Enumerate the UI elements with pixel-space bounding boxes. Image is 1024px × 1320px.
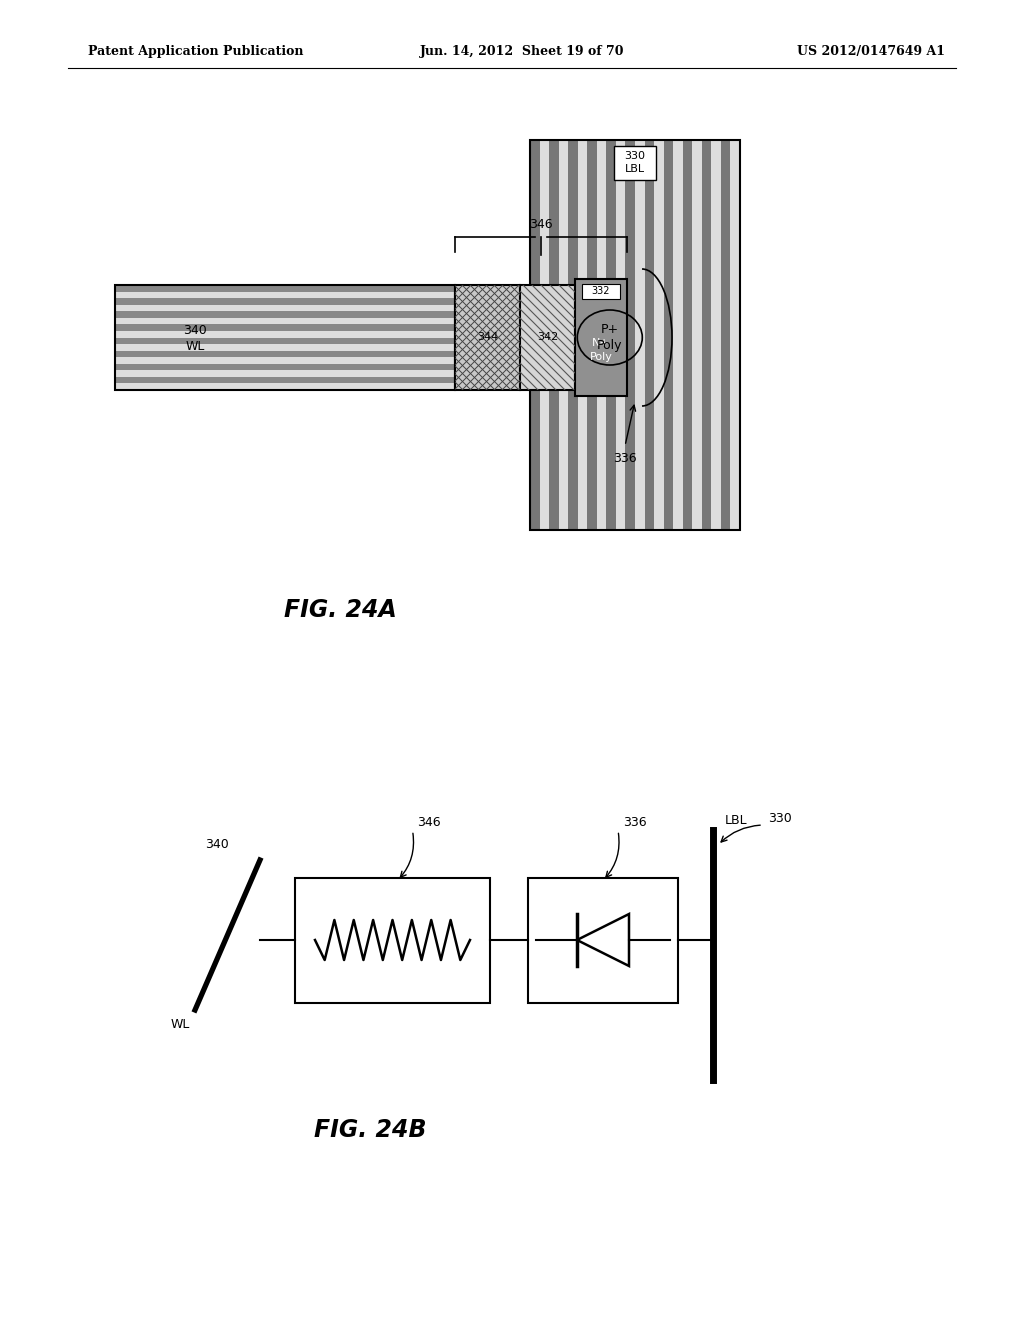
Bar [530, 140, 740, 531]
Text: 330: 330 [625, 150, 645, 161]
Bar [115, 358, 455, 364]
Bar [549, 140, 559, 531]
Bar [626, 140, 635, 531]
Bar [701, 140, 712, 531]
Bar [730, 140, 740, 531]
Bar [578, 140, 588, 531]
Bar [528, 878, 678, 1002]
Bar [635, 140, 644, 531]
Bar [115, 325, 455, 331]
Bar [115, 298, 455, 305]
Bar [721, 140, 730, 531]
Bar [115, 351, 455, 358]
Bar [115, 378, 455, 383]
Text: 332: 332 [592, 286, 610, 296]
Bar [115, 285, 455, 389]
Bar [692, 140, 701, 531]
Bar [115, 305, 455, 312]
Text: US 2012/0147649 A1: US 2012/0147649 A1 [797, 45, 945, 58]
Bar [597, 140, 606, 531]
Text: WL: WL [185, 341, 205, 352]
Bar [530, 140, 740, 531]
Text: Jun. 14, 2012  Sheet 19 of 70: Jun. 14, 2012 Sheet 19 of 70 [420, 45, 625, 58]
Text: 344: 344 [477, 333, 498, 342]
Bar [712, 140, 721, 531]
Text: 330: 330 [768, 812, 792, 825]
Text: LBL: LBL [625, 164, 645, 174]
Text: 346: 346 [529, 219, 553, 231]
Bar [115, 285, 455, 292]
Text: 346: 346 [418, 816, 441, 829]
Bar [568, 140, 578, 531]
Bar [575, 279, 627, 396]
Bar [115, 345, 455, 351]
Bar [520, 285, 575, 389]
Bar [606, 140, 615, 531]
Bar [115, 383, 455, 389]
Text: Patent Application Publication: Patent Application Publication [88, 45, 303, 58]
Bar [115, 292, 455, 298]
Bar [615, 140, 626, 531]
Text: 336: 336 [613, 453, 637, 466]
Bar [115, 318, 455, 325]
Text: N+: N+ [592, 338, 610, 348]
Bar [520, 285, 575, 389]
Bar [644, 140, 654, 531]
Bar [115, 285, 455, 389]
Bar [559, 140, 568, 531]
Bar [455, 285, 520, 389]
Text: 342: 342 [537, 333, 558, 342]
Bar [540, 140, 549, 531]
Text: Poly: Poly [597, 339, 623, 352]
Bar [588, 140, 597, 531]
Bar [115, 364, 455, 371]
Text: WL: WL [170, 1019, 189, 1031]
Bar [115, 338, 455, 345]
Text: FIG. 24A: FIG. 24A [284, 598, 396, 622]
Text: 340: 340 [205, 838, 228, 851]
Bar [614, 147, 656, 180]
Text: P+: P+ [601, 323, 618, 337]
Bar [683, 140, 692, 531]
Bar [295, 878, 490, 1002]
Bar [530, 140, 540, 531]
Bar [664, 140, 673, 531]
Bar [654, 140, 664, 531]
Text: LBL: LBL [725, 813, 748, 826]
Bar [455, 285, 520, 389]
Text: Poly: Poly [590, 351, 612, 362]
Text: FIG. 24B: FIG. 24B [313, 1118, 426, 1142]
Bar [673, 140, 683, 531]
Bar [115, 331, 455, 338]
Bar [115, 371, 455, 378]
Text: 340: 340 [183, 323, 207, 337]
Text: 336: 336 [623, 816, 646, 829]
Bar [582, 284, 620, 300]
Bar [115, 312, 455, 318]
